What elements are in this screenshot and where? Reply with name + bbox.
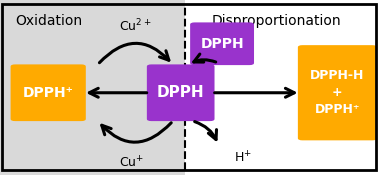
FancyBboxPatch shape (147, 64, 214, 121)
Text: DPPH-H
+
DPPH⁺: DPPH-H + DPPH⁺ (310, 69, 364, 116)
Text: Disproportionation: Disproportionation (211, 14, 341, 28)
FancyBboxPatch shape (298, 45, 377, 140)
FancyBboxPatch shape (11, 64, 86, 121)
Text: Oxidation: Oxidation (15, 14, 83, 28)
Text: DPPH⁺: DPPH⁺ (23, 86, 74, 100)
Bar (185, 0, 378, 175)
FancyBboxPatch shape (190, 22, 254, 65)
Text: H$^{+}$: H$^{+}$ (234, 150, 252, 165)
Text: Cu$^{+}$: Cu$^{+}$ (119, 155, 144, 170)
Text: Cu$^{2+}$: Cu$^{2+}$ (119, 18, 152, 34)
Bar (0, 0, 185, 175)
Text: DPPH: DPPH (157, 85, 204, 100)
Text: DPPH: DPPH (200, 37, 244, 51)
